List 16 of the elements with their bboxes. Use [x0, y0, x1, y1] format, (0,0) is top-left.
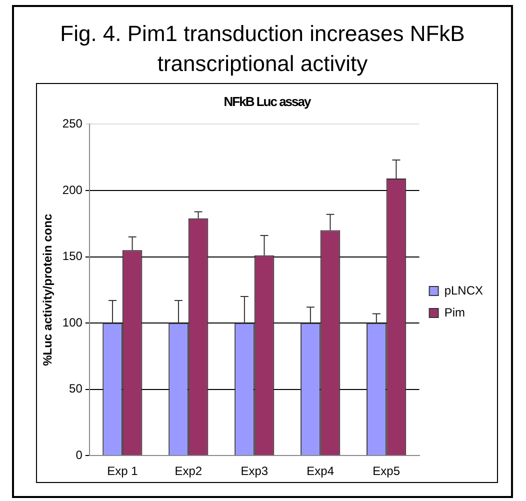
- legend-label: Pim: [444, 305, 465, 320]
- chart-title: Fig. 4. Pim1 transduction increases NFkB transcriptional activity: [59, 20, 466, 78]
- y-tick-label: 200: [62, 182, 83, 197]
- x-tick-label: Exp3: [240, 464, 268, 478]
- y-tick-label: 150: [62, 249, 83, 264]
- y-tick-label: 100: [62, 315, 83, 330]
- chart-subtitle: NFkB Luc assay: [222, 94, 312, 109]
- y-tick-label: 250: [62, 116, 83, 131]
- legend-label: pLNCX: [444, 283, 484, 298]
- y-axis-title: %Luc activity/protein conc: [40, 214, 55, 366]
- y-tick-label: 0: [76, 448, 83, 462]
- x-tick-label: Exp4: [306, 464, 334, 478]
- x-tick-label: Exp5: [372, 464, 400, 478]
- x-tick-label: Exp2: [174, 464, 202, 478]
- x-tick-label: Exp 1: [107, 464, 138, 478]
- y-tick-label: 50: [69, 382, 83, 396]
